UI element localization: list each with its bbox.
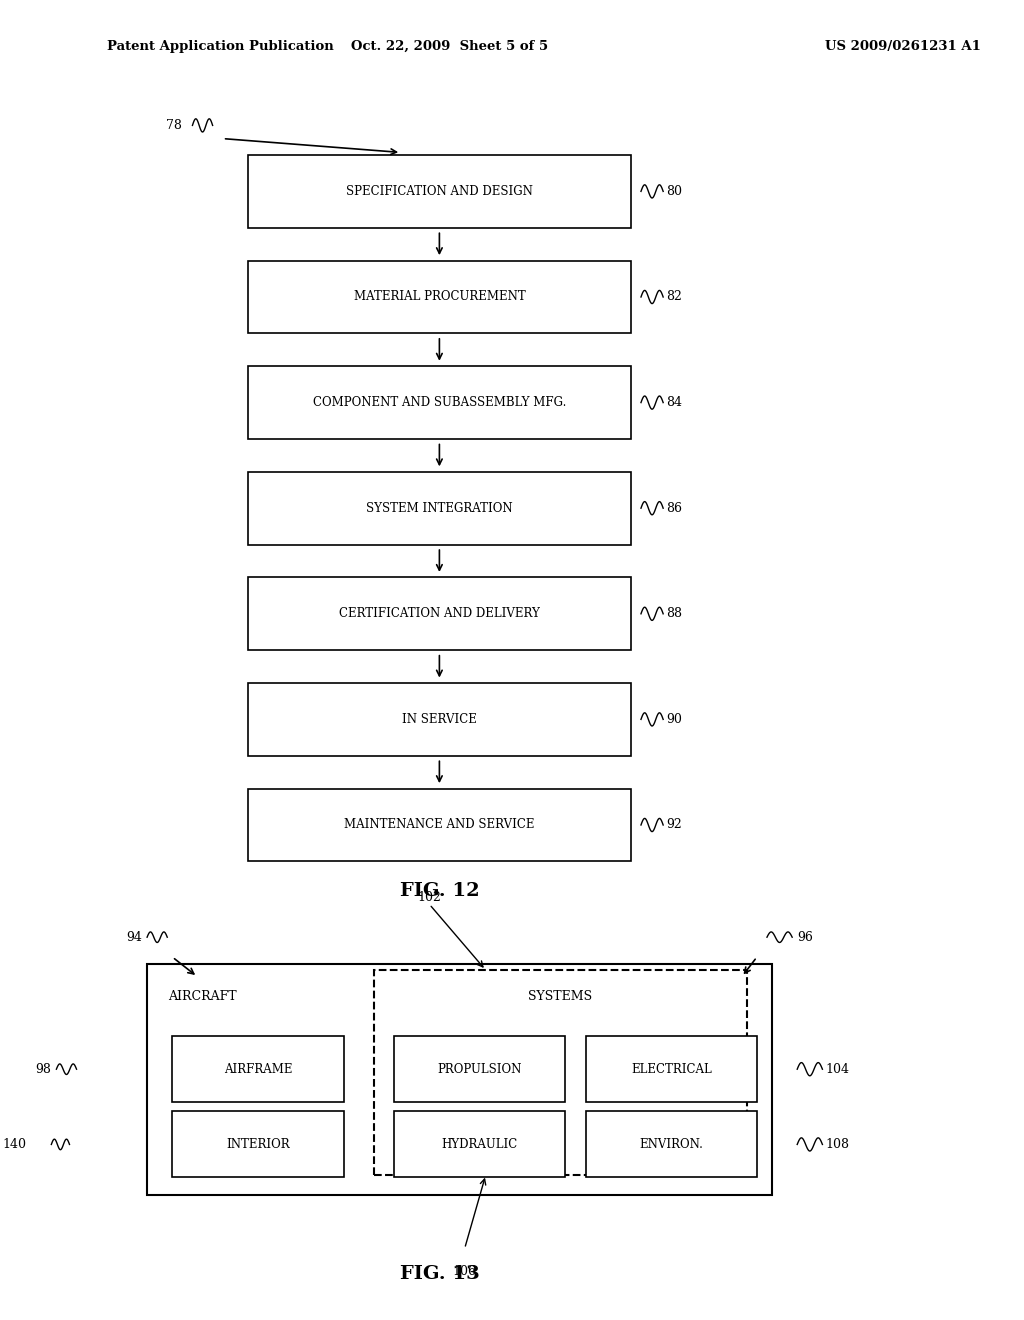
FancyBboxPatch shape bbox=[172, 1111, 344, 1177]
Text: IN SERVICE: IN SERVICE bbox=[402, 713, 477, 726]
Text: 140: 140 bbox=[2, 1138, 27, 1151]
FancyBboxPatch shape bbox=[248, 260, 631, 333]
Text: INTERIOR: INTERIOR bbox=[226, 1138, 290, 1151]
Text: Patent Application Publication: Patent Application Publication bbox=[106, 40, 334, 53]
Text: AIRFRAME: AIRFRAME bbox=[223, 1063, 292, 1076]
Text: 94: 94 bbox=[126, 931, 142, 944]
Text: 96: 96 bbox=[798, 931, 813, 944]
FancyBboxPatch shape bbox=[374, 970, 746, 1175]
Text: 84: 84 bbox=[667, 396, 682, 409]
FancyBboxPatch shape bbox=[147, 964, 772, 1195]
Text: 88: 88 bbox=[667, 607, 682, 620]
Text: ELECTRICAL: ELECTRICAL bbox=[631, 1063, 712, 1076]
Text: Oct. 22, 2009  Sheet 5 of 5: Oct. 22, 2009 Sheet 5 of 5 bbox=[351, 40, 548, 53]
FancyBboxPatch shape bbox=[248, 577, 631, 649]
Text: MAINTENANCE AND SERVICE: MAINTENANCE AND SERVICE bbox=[344, 818, 535, 832]
FancyBboxPatch shape bbox=[248, 154, 631, 227]
Text: 102: 102 bbox=[418, 891, 441, 904]
Text: SYSTEM INTEGRATION: SYSTEM INTEGRATION bbox=[367, 502, 513, 515]
Text: ENVIRON.: ENVIRON. bbox=[639, 1138, 703, 1151]
FancyBboxPatch shape bbox=[248, 471, 631, 544]
Text: COMPONENT AND SUBASSEMBLY MFG.: COMPONENT AND SUBASSEMBLY MFG. bbox=[312, 396, 566, 409]
Text: HYDRAULIC: HYDRAULIC bbox=[441, 1138, 518, 1151]
FancyBboxPatch shape bbox=[248, 684, 631, 755]
Text: FIG. 13: FIG. 13 bbox=[399, 1265, 479, 1283]
Text: 106: 106 bbox=[453, 1265, 476, 1278]
Text: MATERIAL PROCUREMENT: MATERIAL PROCUREMENT bbox=[353, 290, 525, 304]
Text: 82: 82 bbox=[667, 290, 682, 304]
Text: AIRCRAFT: AIRCRAFT bbox=[168, 990, 237, 1003]
Text: CERTIFICATION AND DELIVERY: CERTIFICATION AND DELIVERY bbox=[339, 607, 540, 620]
Text: PROPULSION: PROPULSION bbox=[437, 1063, 522, 1076]
Text: SPECIFICATION AND DESIGN: SPECIFICATION AND DESIGN bbox=[346, 185, 532, 198]
FancyBboxPatch shape bbox=[586, 1111, 757, 1177]
FancyBboxPatch shape bbox=[248, 789, 631, 862]
Text: SYSTEMS: SYSTEMS bbox=[528, 990, 593, 1003]
Text: US 2009/0261231 A1: US 2009/0261231 A1 bbox=[825, 40, 981, 53]
Text: 98: 98 bbox=[36, 1063, 51, 1076]
Text: 86: 86 bbox=[667, 502, 682, 515]
Text: 80: 80 bbox=[667, 185, 682, 198]
FancyBboxPatch shape bbox=[172, 1036, 344, 1102]
Text: 104: 104 bbox=[825, 1063, 850, 1076]
FancyBboxPatch shape bbox=[586, 1036, 757, 1102]
Text: 92: 92 bbox=[667, 818, 682, 832]
FancyBboxPatch shape bbox=[394, 1036, 565, 1102]
FancyBboxPatch shape bbox=[394, 1111, 565, 1177]
Text: 78: 78 bbox=[167, 119, 182, 132]
Text: FIG. 12: FIG. 12 bbox=[399, 882, 479, 900]
Text: 108: 108 bbox=[825, 1138, 850, 1151]
Text: 90: 90 bbox=[667, 713, 682, 726]
FancyBboxPatch shape bbox=[248, 366, 631, 438]
